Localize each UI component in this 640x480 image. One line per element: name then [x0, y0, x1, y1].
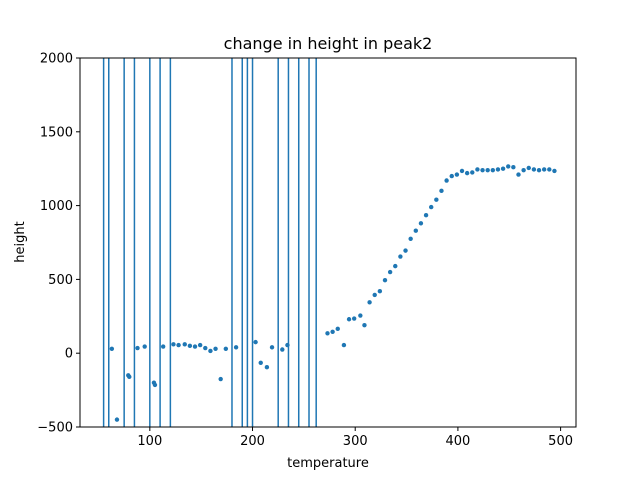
- data-point: [160, 344, 166, 349]
- data-point: [372, 292, 377, 298]
- data-point: [429, 204, 434, 210]
- data-point: [135, 345, 140, 351]
- x-tick-label: 300: [343, 434, 368, 449]
- plot-frame: [79, 57, 577, 428]
- data-point: [351, 316, 357, 321]
- data-point: [218, 376, 223, 382]
- data-points: [109, 164, 557, 422]
- y-tick-label: 500: [48, 273, 73, 288]
- data-point: [114, 417, 120, 422]
- data-point: [258, 360, 263, 365]
- data-point: [171, 342, 176, 347]
- data-point: [423, 212, 429, 218]
- data-point: [531, 167, 537, 172]
- data-point: [285, 342, 290, 348]
- data-point: [506, 164, 511, 169]
- data-point: [413, 228, 419, 233]
- data-point: [398, 254, 403, 259]
- data-point: [346, 317, 352, 322]
- data-point: [536, 167, 542, 173]
- data-point: [182, 342, 187, 347]
- data-point: [434, 197, 439, 202]
- data-point: [526, 165, 531, 171]
- data-point: [269, 345, 275, 350]
- data-point: [127, 374, 132, 380]
- data-point: [341, 342, 347, 348]
- data-point: [142, 344, 147, 349]
- data-point: [330, 329, 335, 334]
- data-point: [387, 269, 393, 275]
- chart-title: change in height in peak2: [224, 34, 433, 53]
- data-point: [541, 167, 547, 172]
- data-point: [382, 277, 388, 283]
- data-point: [511, 165, 516, 170]
- data-point: [444, 178, 449, 183]
- data-point: [418, 221, 424, 226]
- y-axis-label: height: [13, 221, 28, 262]
- data-point: [475, 167, 480, 172]
- data-point: [449, 173, 454, 179]
- data-point: [335, 326, 340, 332]
- data-point: [485, 167, 490, 173]
- data-point: [403, 248, 408, 253]
- data-point: [192, 344, 198, 349]
- data-point: [233, 345, 239, 350]
- data-point: [480, 167, 485, 173]
- y-tick-label: 1000: [40, 199, 73, 214]
- data-point: [264, 365, 270, 370]
- data-point: [470, 170, 475, 175]
- vertical-lines: [102, 58, 317, 427]
- y-tick-label: 2000: [40, 52, 73, 67]
- data-point: [253, 339, 258, 345]
- data-point: [464, 170, 470, 176]
- y-tick-label: 0: [65, 347, 73, 362]
- data-point: [454, 172, 460, 177]
- x-tick-label: 200: [240, 434, 265, 449]
- data-point: [495, 167, 501, 172]
- data-point: [408, 236, 413, 242]
- y-tick-label: −500: [37, 421, 73, 436]
- data-point: [325, 331, 330, 336]
- data-point: [362, 322, 367, 328]
- x-tick-label: 400: [445, 434, 470, 449]
- x-axis-label: temperature: [287, 456, 369, 471]
- data-point: [547, 167, 552, 172]
- data-point: [197, 342, 203, 348]
- data-point: [393, 263, 398, 269]
- data-point: [439, 188, 444, 194]
- data-point: [367, 300, 372, 305]
- data-point: [521, 167, 526, 173]
- x-tick-label: 500: [548, 434, 573, 449]
- data-point: [500, 166, 506, 171]
- data-point: [203, 345, 208, 351]
- data-point: [176, 342, 181, 348]
- data-point: [109, 346, 115, 351]
- data-point: [377, 289, 383, 294]
- data-point: [552, 168, 557, 174]
- x-tick-label: 100: [137, 434, 162, 449]
- x-axis-ticks: 100 200 300 400 500: [137, 427, 573, 449]
- data-point: [280, 347, 285, 352]
- y-axis-ticks: −500 0 500 1000 1500 2000: [37, 52, 80, 436]
- data-point: [187, 343, 193, 349]
- y-tick-label: 1500: [40, 125, 73, 140]
- data-point: [490, 167, 496, 173]
- data-point: [223, 346, 229, 351]
- data-point: [516, 172, 521, 177]
- data-point: [208, 348, 213, 354]
- data-point: [459, 168, 465, 174]
- data-point: [152, 382, 158, 388]
- data-point: [213, 346, 218, 351]
- data-point: [358, 313, 363, 318]
